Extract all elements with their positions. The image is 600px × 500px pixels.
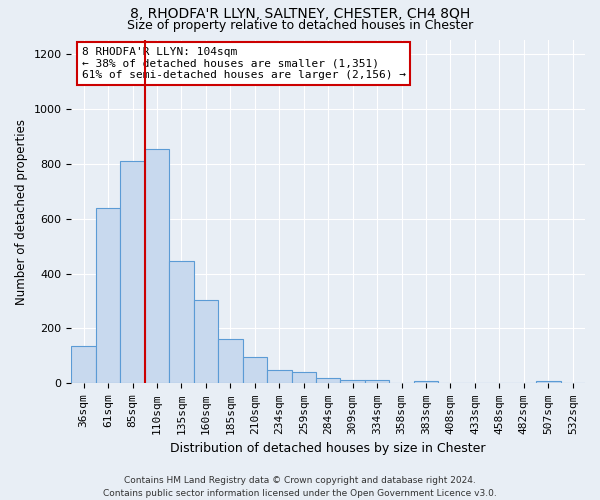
Bar	[292, 372, 316, 384]
Y-axis label: Number of detached properties: Number of detached properties	[15, 118, 28, 304]
Text: Size of property relative to detached houses in Chester: Size of property relative to detached ho…	[127, 19, 473, 32]
Bar	[71, 346, 96, 384]
Bar	[242, 356, 267, 384]
Bar	[194, 300, 218, 384]
Bar	[536, 381, 560, 384]
Text: 8 RHODFA'R LLYN: 104sqm
← 38% of detached houses are smaller (1,351)
61% of semi: 8 RHODFA'R LLYN: 104sqm ← 38% of detache…	[82, 47, 406, 80]
Bar	[96, 208, 121, 384]
Bar	[340, 380, 365, 384]
Bar	[145, 148, 169, 384]
Bar	[316, 378, 340, 384]
Bar	[218, 340, 242, 384]
Bar	[414, 380, 438, 384]
Bar	[169, 261, 194, 384]
X-axis label: Distribution of detached houses by size in Chester: Distribution of detached houses by size …	[170, 442, 486, 455]
Text: 8, RHODFA'R LLYN, SALTNEY, CHESTER, CH4 8QH: 8, RHODFA'R LLYN, SALTNEY, CHESTER, CH4 …	[130, 8, 470, 22]
Bar	[365, 380, 389, 384]
Bar	[267, 370, 292, 384]
Bar	[121, 161, 145, 384]
Text: Contains HM Land Registry data © Crown copyright and database right 2024.
Contai: Contains HM Land Registry data © Crown c…	[103, 476, 497, 498]
